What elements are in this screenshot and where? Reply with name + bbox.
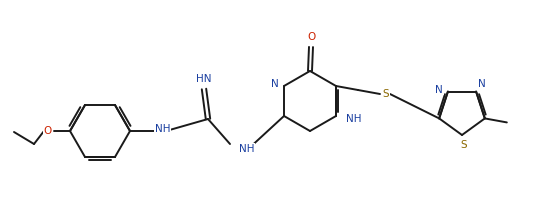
Text: O: O [44, 126, 52, 136]
Text: N: N [435, 85, 443, 95]
Text: S: S [383, 89, 389, 99]
Text: NH: NH [346, 114, 362, 124]
Text: O: O [307, 32, 315, 42]
Text: S: S [461, 140, 467, 150]
Text: N: N [271, 79, 279, 89]
Text: HN: HN [196, 74, 212, 84]
Text: NH: NH [239, 144, 254, 154]
Text: N: N [479, 79, 486, 88]
Text: NH: NH [155, 124, 170, 134]
